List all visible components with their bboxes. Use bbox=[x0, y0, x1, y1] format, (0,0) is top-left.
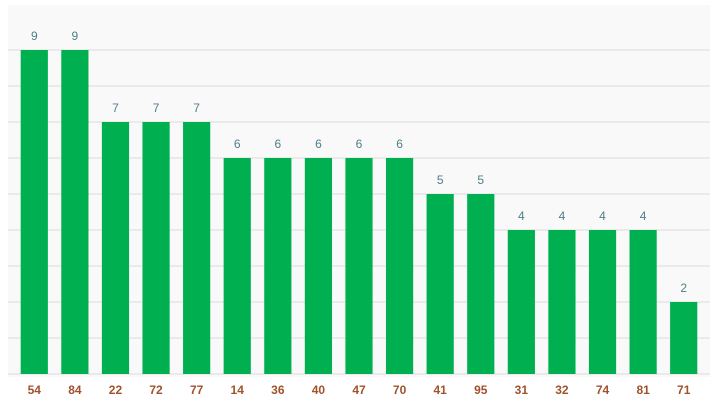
x-tick-label: 77 bbox=[190, 383, 204, 397]
x-tick-label: 40 bbox=[312, 383, 326, 397]
bar bbox=[629, 230, 657, 374]
bar bbox=[61, 50, 89, 374]
bar bbox=[20, 50, 48, 374]
value-label: 9 bbox=[31, 29, 38, 43]
value-label: 9 bbox=[72, 29, 79, 43]
value-label: 5 bbox=[477, 173, 484, 187]
value-label: 4 bbox=[518, 209, 525, 223]
value-label: 6 bbox=[356, 137, 363, 151]
x-tick-label: 70 bbox=[393, 383, 407, 397]
x-tick-label: 22 bbox=[109, 383, 123, 397]
x-tick-label: 31 bbox=[515, 383, 529, 397]
bar bbox=[670, 302, 698, 374]
bar bbox=[142, 122, 170, 374]
x-tick-label: 71 bbox=[677, 383, 691, 397]
x-tick-label: 32 bbox=[555, 383, 569, 397]
bar bbox=[304, 158, 333, 374]
x-tick-label: 47 bbox=[352, 383, 366, 397]
bar bbox=[264, 158, 292, 374]
bar bbox=[588, 230, 617, 374]
value-label: 5 bbox=[437, 173, 444, 187]
value-label: 2 bbox=[680, 281, 687, 295]
value-label: 7 bbox=[193, 101, 200, 115]
bar bbox=[426, 194, 454, 374]
bar bbox=[548, 230, 576, 374]
x-tick-label: 72 bbox=[149, 383, 163, 397]
x-tick-label: 84 bbox=[68, 383, 82, 397]
bar bbox=[101, 122, 130, 374]
value-label: 6 bbox=[274, 137, 281, 151]
value-label: 4 bbox=[640, 209, 647, 223]
x-tick-label: 95 bbox=[474, 383, 488, 397]
value-label: 7 bbox=[153, 101, 160, 115]
x-tick-label: 14 bbox=[231, 383, 245, 397]
bar bbox=[467, 194, 495, 374]
bar bbox=[345, 158, 373, 374]
value-label: 6 bbox=[234, 137, 241, 151]
bar bbox=[507, 230, 535, 374]
bar bbox=[223, 158, 251, 374]
value-label: 4 bbox=[559, 209, 566, 223]
value-label: 6 bbox=[396, 137, 403, 151]
x-tick-label: 36 bbox=[271, 383, 285, 397]
x-tick-label: 54 bbox=[28, 383, 42, 397]
value-label: 6 bbox=[315, 137, 322, 151]
value-label: 4 bbox=[599, 209, 606, 223]
bar bbox=[183, 122, 211, 374]
x-tick-label: 74 bbox=[596, 383, 610, 397]
value-label: 7 bbox=[112, 101, 119, 115]
bar bbox=[385, 158, 414, 374]
x-tick-label: 41 bbox=[433, 383, 447, 397]
x-tick-label: 81 bbox=[636, 383, 650, 397]
